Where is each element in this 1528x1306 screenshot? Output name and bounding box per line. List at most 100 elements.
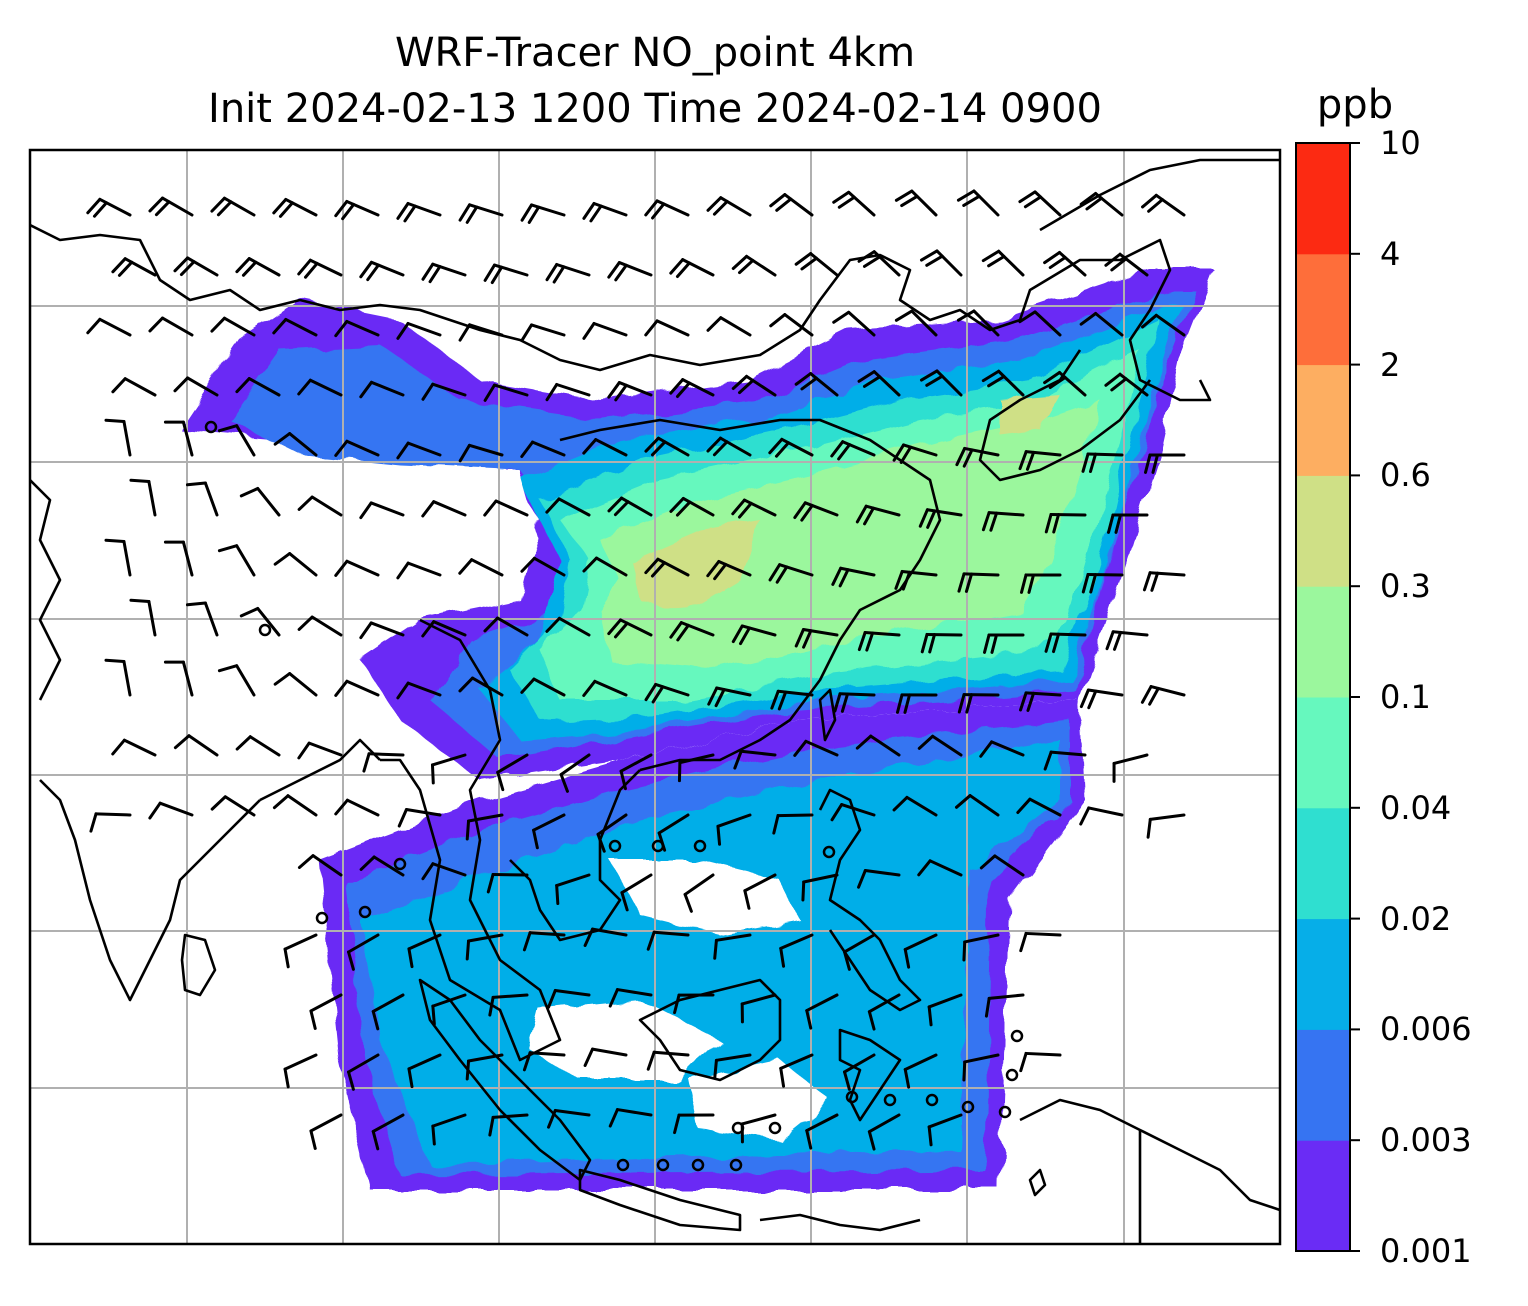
wind-barb [421, 620, 467, 638]
wind-barb [1043, 250, 1087, 277]
wind-barb [371, 1113, 405, 1151]
wind-barb [644, 557, 690, 578]
wind-barb [1081, 573, 1124, 594]
wind-barb [1020, 573, 1062, 594]
wind-barb [981, 369, 1025, 397]
wind-barb [596, 813, 628, 853]
calm-wind-circle [731, 1121, 745, 1135]
wind-barb [173, 734, 219, 757]
wind-barb [831, 566, 876, 588]
wind-barb [1044, 632, 1087, 654]
wind-barb [283, 933, 318, 969]
wind-barb [644, 319, 690, 337]
wind-barb [163, 660, 194, 697]
wind-barb [483, 263, 529, 285]
wind-barb [706, 436, 752, 457]
tracer-concentration-field [180, 270, 1215, 1190]
coast-korea [978, 349, 1152, 482]
wind-barb [520, 203, 566, 224]
wind-barb [857, 869, 901, 889]
wind-barb [582, 556, 628, 577]
wind-barb [359, 380, 405, 399]
wind-barb [713, 933, 752, 960]
wind-barb [359, 501, 405, 520]
colorbar-tick-label: 0.006 [1380, 1010, 1472, 1049]
colorbar-tick-label: 10 [1380, 124, 1421, 162]
calm-wind-circle [616, 1158, 630, 1172]
wind-barb [768, 563, 814, 584]
wind-barb [669, 621, 715, 642]
colorbar-segment [1296, 918, 1350, 1030]
wind-barb [283, 1053, 318, 1089]
wind-barb [706, 316, 752, 337]
wind-barb [396, 201, 442, 223]
wind-barb [297, 741, 343, 760]
wind-barb [272, 197, 318, 218]
wind-barb [608, 1108, 653, 1128]
plume-gap-5 [380, 470, 540, 610]
wind-barb [1112, 753, 1149, 783]
wind-barb [297, 854, 343, 877]
wind-barb [769, 193, 814, 217]
colorbar-segment [1296, 253, 1350, 366]
wind-barb [707, 686, 752, 708]
wind-barb [520, 556, 566, 577]
wind-barb [396, 441, 442, 460]
wind-barb [1018, 310, 1062, 337]
wind-barb [239, 606, 281, 637]
wind-barb [86, 317, 132, 337]
wind-barb [582, 202, 628, 223]
wind-barb [148, 316, 194, 337]
wind-barb [1142, 571, 1186, 592]
wind-barb [347, 1053, 380, 1091]
wind-barb [733, 749, 777, 770]
wind-barb [297, 378, 343, 397]
wind-barb [465, 1053, 504, 1081]
wind-barb [984, 993, 1025, 1018]
wind-barb [683, 873, 715, 913]
wind-barb [957, 572, 1000, 593]
wind-barb [956, 189, 1000, 217]
wind-barb [793, 739, 839, 757]
wind-barb [894, 189, 938, 217]
colorbar-segment [1296, 1029, 1350, 1141]
colorbar-tick-label: 4 [1380, 234, 1401, 273]
wind-barb [583, 1047, 628, 1067]
wind-barb [927, 1113, 963, 1147]
wind-barb [731, 498, 777, 519]
wind-barb [582, 322, 628, 340]
wind-barb [644, 682, 690, 704]
wind-barb [272, 794, 318, 817]
wind-barb [217, 544, 256, 577]
wind-barb [173, 376, 219, 397]
wind-barb [297, 615, 343, 637]
calm-wind-circle [691, 1158, 705, 1172]
wind-barb [608, 988, 653, 1008]
calm-wind-circle [204, 420, 218, 434]
wind-barb [272, 317, 318, 337]
calm-wind-circle [925, 1093, 939, 1107]
wind-barb [235, 735, 281, 757]
wind-barb [669, 258, 715, 279]
colorbar-tick-label: 0.6 [1380, 456, 1431, 495]
colorbar-tick-label: 2 [1380, 345, 1401, 384]
wind-barb [1016, 797, 1062, 817]
wind-barb [210, 316, 256, 337]
coast-vietnam [509, 769, 641, 942]
wind-barb [520, 677, 566, 697]
wind-barb [1043, 370, 1087, 397]
wind-barb [273, 672, 318, 697]
wind-barb [148, 801, 194, 820]
wind-barb [309, 993, 343, 1030]
wind-barb [1018, 190, 1062, 217]
coastlines [30, 158, 1280, 1244]
wind-barb [486, 873, 529, 894]
colorbar-segment [1296, 1140, 1350, 1252]
plot-title-line-2: Init 2024-02-13 1200 Time 2024-02-14 090… [208, 86, 1102, 132]
wind-barb [458, 443, 504, 463]
wind-barb [371, 993, 405, 1031]
coast-india-east [39, 779, 261, 1002]
wind-barb [1019, 931, 1062, 953]
calm-wind-circle [651, 839, 665, 853]
